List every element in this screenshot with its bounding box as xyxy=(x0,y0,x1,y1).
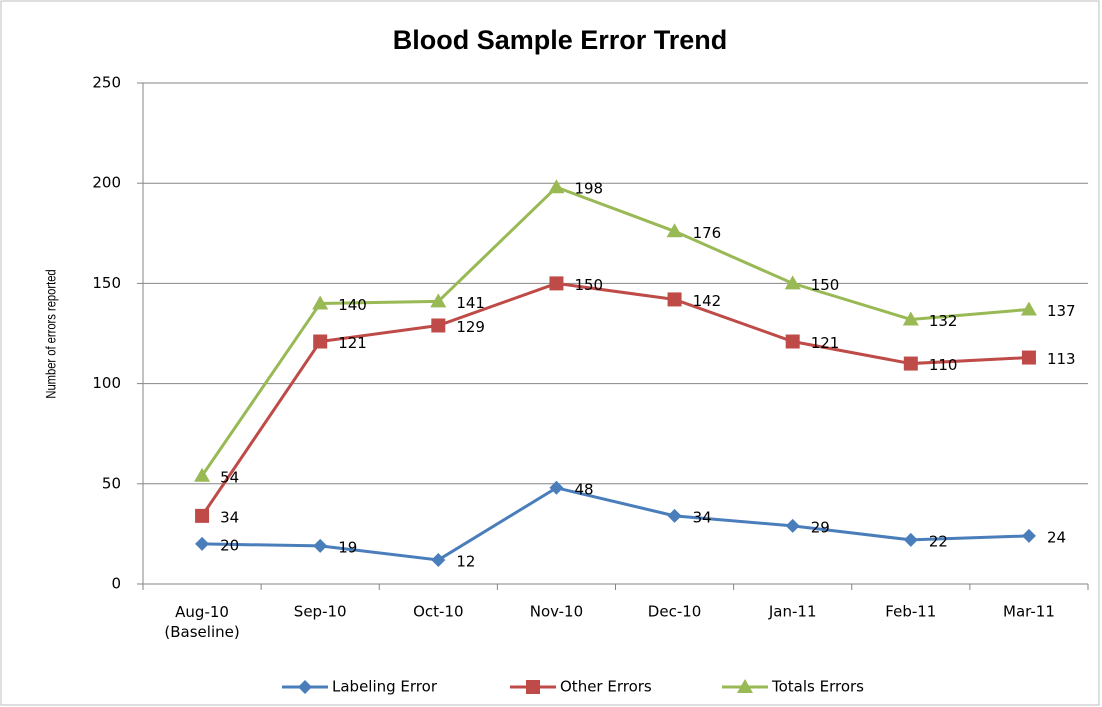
x-tick-label: Mar-11 xyxy=(1003,603,1055,621)
legend-label: Totals Errors xyxy=(771,678,864,696)
series-line xyxy=(202,486,1029,562)
marker xyxy=(903,356,918,371)
marker xyxy=(784,275,801,290)
data-label: 176 xyxy=(693,224,722,242)
marker xyxy=(903,532,918,547)
y-tick-label: 200 xyxy=(92,174,121,192)
marker xyxy=(785,334,800,349)
legend-marker xyxy=(526,680,540,694)
marker xyxy=(194,467,211,482)
data-label: 129 xyxy=(456,318,485,336)
data-label: 29 xyxy=(811,518,830,536)
data-label: 48 xyxy=(574,480,593,498)
marker xyxy=(195,536,210,551)
data-label: 22 xyxy=(929,532,948,550)
marker xyxy=(667,292,682,307)
series-line xyxy=(200,281,1030,517)
data-label: 137 xyxy=(1047,302,1076,320)
x-tick-label: Jan-11 xyxy=(768,603,817,621)
x-tick-label: Nov-10 xyxy=(530,603,583,621)
legend-marker xyxy=(737,679,753,693)
y-tick-label: 50 xyxy=(102,474,121,492)
marker xyxy=(902,311,919,326)
y-tick-label: 150 xyxy=(92,274,121,292)
x-tick-label: Feb-11 xyxy=(885,603,936,621)
y-tick-label: 250 xyxy=(92,74,121,92)
x-tick-label: Oct-10 xyxy=(413,603,463,621)
legend-marker xyxy=(298,680,312,694)
x-tick-label: Dec-10 xyxy=(648,603,702,621)
marker xyxy=(195,508,210,523)
y-axis-label: Number of errors reported xyxy=(44,269,59,398)
chart-title: Blood Sample Error Trend xyxy=(393,25,728,55)
data-label: 19 xyxy=(338,538,357,556)
legend-label: Labeling Error xyxy=(332,678,438,696)
marker xyxy=(431,552,446,567)
marker xyxy=(549,276,564,291)
marker xyxy=(666,223,683,238)
marker xyxy=(312,295,329,310)
x-tick-label: Aug-10 (Baseline) xyxy=(164,603,239,641)
marker xyxy=(313,334,328,349)
marker xyxy=(1021,350,1036,365)
marker xyxy=(313,538,328,553)
data-label: 24 xyxy=(1047,528,1066,546)
data-label: 54 xyxy=(220,468,239,486)
marker xyxy=(548,179,565,194)
data-label: 140 xyxy=(338,296,367,314)
data-label: 121 xyxy=(338,334,367,352)
data-label: 12 xyxy=(456,552,475,570)
legend-label: Other Errors xyxy=(560,678,652,696)
data-label: 141 xyxy=(456,294,485,312)
data-label: 142 xyxy=(693,292,722,310)
marker xyxy=(1021,528,1036,543)
series-line xyxy=(200,185,1030,477)
data-label: 150 xyxy=(574,276,603,294)
y-tick-label: 100 xyxy=(92,374,121,392)
data-label: 150 xyxy=(811,276,840,294)
marker xyxy=(431,318,446,333)
marker xyxy=(667,508,682,523)
data-label: 110 xyxy=(929,356,958,374)
data-label: 198 xyxy=(574,180,603,198)
marker xyxy=(549,480,564,495)
data-label: 113 xyxy=(1047,350,1076,368)
y-tick-label: 0 xyxy=(111,575,121,593)
marker xyxy=(785,518,800,533)
data-label: 34 xyxy=(220,508,239,526)
marker xyxy=(1020,301,1037,316)
data-label: 34 xyxy=(693,508,712,526)
x-tick-label: Sep-10 xyxy=(294,603,347,621)
data-label: 20 xyxy=(220,536,239,554)
data-label: 132 xyxy=(929,312,958,330)
marker xyxy=(430,293,447,308)
data-label: 121 xyxy=(811,334,840,352)
